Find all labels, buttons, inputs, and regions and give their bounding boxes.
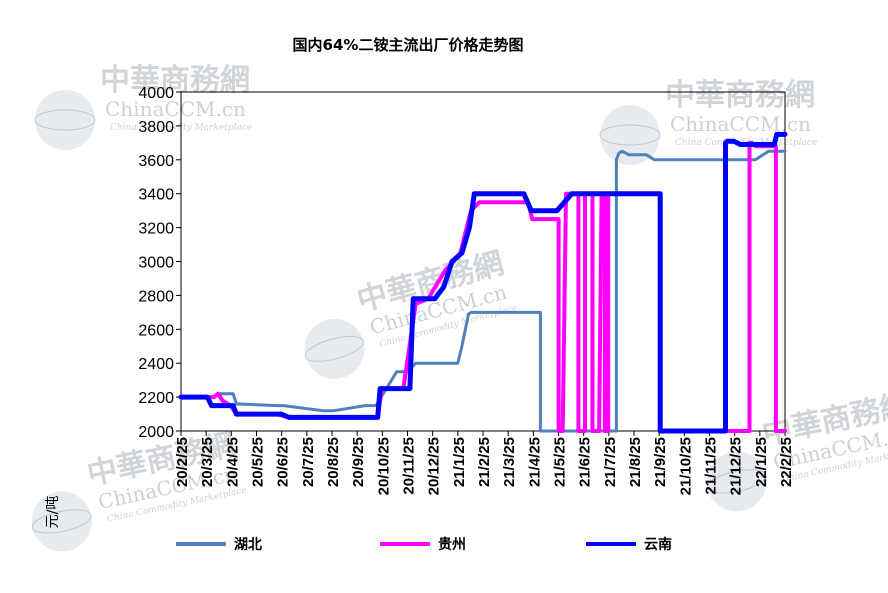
x-tick-label: 21/9/25: [652, 437, 669, 487]
x-tick-label: 21/12/25: [728, 437, 745, 495]
watermark-sub-text: ChinaCCM.cn: [105, 97, 246, 121]
x-tick-label: 20/11/25: [401, 437, 418, 495]
legend-item: 湖北: [176, 537, 262, 553]
x-tick-label: 21/7/25: [602, 437, 619, 487]
y-tick-label: 2800: [138, 288, 174, 305]
y-tick-label: 3200: [138, 221, 174, 238]
y-tick-label: 2400: [138, 356, 174, 373]
x-tick-label: 21/8/25: [627, 437, 644, 487]
globe-icon: [706, 451, 767, 512]
legend-item: 贵州: [380, 536, 466, 553]
x-tick-label: 21/1/25: [451, 437, 468, 487]
x-tick-label: 20/8/25: [325, 437, 342, 487]
legend-label: 贵州: [438, 536, 466, 553]
y-tick-label: 3000: [138, 255, 174, 272]
globe-icon: [304, 318, 365, 379]
watermark-sub-text: ChinaCCM.cn: [670, 112, 811, 136]
globe-icon: [600, 105, 660, 165]
globe-ring-icon: [706, 469, 767, 494]
y-axis-label: 元/吨: [45, 496, 61, 529]
x-tick-label: 21/2/25: [476, 437, 493, 487]
y-axis: 2000 2200 2400 2600 2800 3000 3200 3400 3600 3800…: [138, 85, 181, 441]
x-tick-label: 20/3/25: [199, 437, 216, 487]
y-tick-label: 2000: [138, 424, 174, 441]
y-tick-label: 3600: [138, 153, 174, 170]
x-tick-label: 20/9/25: [350, 437, 367, 487]
x-tick-label: 22/1/25: [753, 437, 770, 487]
x-tick-label: 21/6/25: [577, 437, 594, 487]
globe-ring-icon: [304, 336, 364, 362]
globe-icon: [35, 90, 95, 150]
globe-ring-icon: [31, 509, 92, 534]
x-tick-label: 20/5/25: [250, 437, 267, 487]
x-tick-label: 20/4/25: [224, 437, 241, 487]
x-axis: 20/2/25 20/3/25 20/4/25 20/5/25 20/6/25 20/7/…: [174, 431, 795, 495]
x-tick-label: 20/6/25: [275, 437, 292, 487]
y-tick-label: 3800: [138, 119, 174, 136]
chart-title: 国内64%二铵主流出厂价格走势图: [293, 36, 524, 54]
x-tick-label: 20/12/25: [426, 437, 443, 495]
x-tick-label: 22/2/25: [778, 437, 795, 487]
legend-item: 云南: [586, 536, 672, 553]
y-tick-label: 2200: [138, 390, 174, 407]
globe-ring-icon: [599, 124, 661, 146]
x-tick-label: 20/7/25: [300, 437, 317, 487]
x-tick-label: 21/10/25: [677, 437, 694, 495]
y-tick-label: 4000: [138, 85, 174, 102]
x-tick-label: 21/11/25: [703, 437, 720, 495]
legend-label: 湖北: [234, 537, 262, 553]
globe-icon: [31, 491, 92, 552]
x-tick-label: 21/3/25: [501, 437, 518, 487]
watermark-main-text: 中華商務網: [665, 78, 815, 113]
watermark-main-text: 中華商務網: [100, 63, 250, 98]
x-tick-label: 21/4/25: [526, 437, 543, 487]
y-tick-label: 2600: [138, 322, 174, 339]
legend: 湖北 贵州 云南: [176, 536, 672, 553]
x-tick-label: 20/2/25: [174, 437, 191, 487]
legend-label: 云南: [644, 536, 672, 553]
series-layer: [178, 131, 788, 434]
x-tick-label: 20/10/25: [375, 437, 392, 495]
globe-ring-icon: [34, 109, 96, 131]
y-tick-label: 3400: [138, 187, 174, 204]
x-tick-label: 21/5/25: [552, 437, 569, 487]
